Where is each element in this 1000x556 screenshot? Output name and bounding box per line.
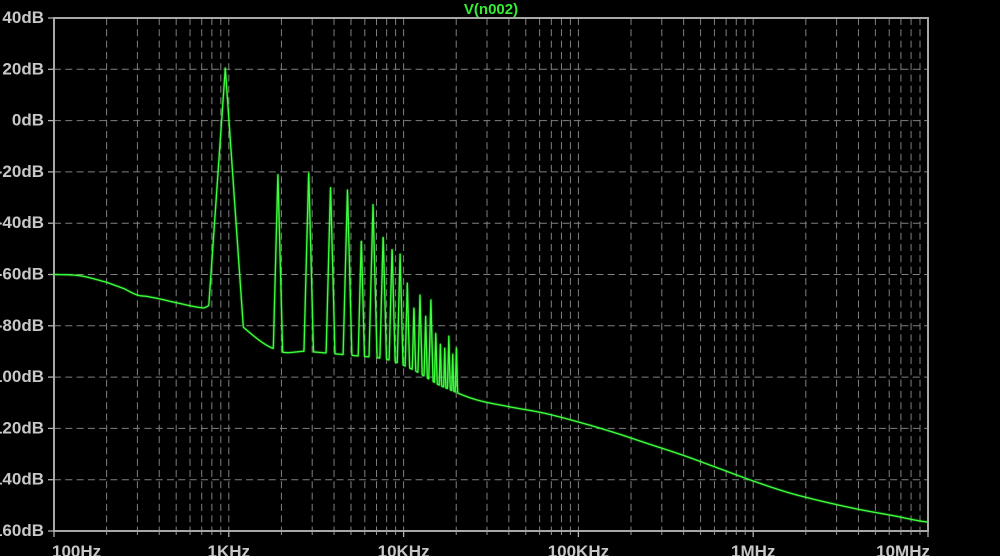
svg-text:0dB: 0dB (12, 111, 44, 130)
svg-text:100Hz: 100Hz (52, 542, 101, 556)
svg-text:-140dB: -140dB (0, 470, 44, 489)
svg-text:100KHz: 100KHz (548, 542, 609, 556)
svg-text:20dB: 20dB (2, 59, 44, 78)
svg-text:40dB: 40dB (2, 8, 44, 27)
svg-text:1MHz: 1MHz (731, 542, 775, 556)
svg-text:-160dB: -160dB (0, 521, 44, 540)
svg-text:-80dB: -80dB (0, 316, 44, 335)
svg-text:-60dB: -60dB (0, 265, 44, 284)
svg-text:V(n002): V(n002) (464, 1, 518, 18)
svg-text:10KHz: 10KHz (378, 542, 430, 556)
svg-text:-40dB: -40dB (0, 213, 44, 232)
svg-text:-100dB: -100dB (0, 367, 44, 386)
svg-text:-120dB: -120dB (0, 418, 44, 437)
svg-text:1KHz: 1KHz (208, 542, 251, 556)
svg-text:10MHz: 10MHz (876, 542, 930, 556)
svg-text:-20dB: -20dB (0, 162, 44, 181)
